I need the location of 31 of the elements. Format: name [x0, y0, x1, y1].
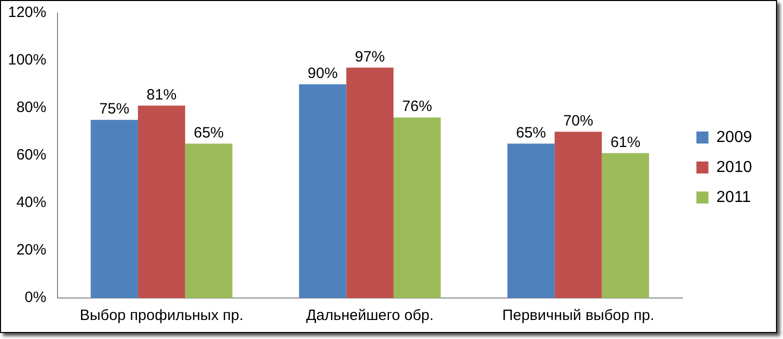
y-tick-label: 100%	[8, 52, 46, 69]
legend-label: 2009	[716, 128, 752, 146]
data-label: 90%	[308, 64, 338, 82]
y-tick-label: 60%	[16, 146, 46, 164]
y-tick-label: 0%	[24, 289, 46, 306]
bar	[138, 106, 186, 298]
data-label: 65%	[194, 124, 224, 142]
legend-label: 2010	[716, 158, 752, 176]
y-tick-label: 120%	[8, 4, 46, 22]
x-tick-label: Выбор профильных пр.	[80, 307, 244, 324]
bar	[507, 144, 555, 298]
data-label: 81%	[146, 86, 177, 104]
bar	[346, 68, 394, 298]
bar	[90, 120, 138, 298]
x-tick-label: Первичный выбор пр.	[502, 307, 654, 324]
bar	[185, 144, 232, 298]
bar	[299, 84, 346, 298]
data-label: 75%	[99, 100, 130, 118]
legend-label: 2011	[716, 188, 751, 206]
bar	[554, 132, 602, 298]
y-tick-label: 20%	[16, 242, 46, 259]
data-label: 70%	[563, 112, 594, 130]
data-label: 65%	[516, 124, 546, 142]
bar	[602, 153, 650, 298]
data-label: 76%	[402, 98, 432, 116]
y-tick-label: 40%	[16, 194, 46, 212]
data-label: 97%	[354, 48, 385, 66]
data-label: 61%	[610, 134, 640, 151]
x-tick-label: Дальнейшего обр.	[306, 307, 434, 324]
y-tick-label: 80%	[16, 99, 46, 116]
bar	[394, 118, 441, 298]
